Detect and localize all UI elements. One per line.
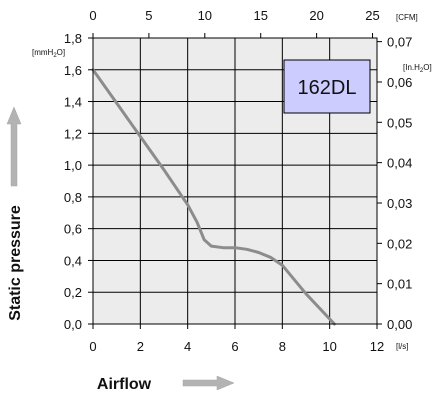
x-tick-label: 2 (137, 339, 144, 354)
model-label: 162DL (298, 77, 357, 99)
x-tick-label: 12 (370, 339, 384, 354)
x-tick-label: 6 (231, 339, 238, 354)
x-tick-label: 8 (279, 339, 286, 354)
x-unit-label: [l/s] (396, 342, 408, 351)
x-top-tick-label: 5 (145, 8, 152, 23)
y-tick-label: 1,4 (64, 95, 82, 110)
y-right-tick-label: 0,01 (387, 277, 412, 292)
x-top-tick-label: 20 (309, 8, 323, 23)
x-top-unit-label: [CFM] (396, 13, 418, 22)
y-tick-label: 1,0 (64, 158, 82, 173)
x-axis-title: Airflow (97, 376, 152, 393)
y-right-tick-label: 0,04 (387, 156, 412, 171)
y-tick-label: 1,6 (64, 63, 82, 78)
y-tick-label: 0,2 (64, 285, 82, 300)
model-label-box (283, 59, 371, 114)
x-top-tick-label: 0 (89, 8, 96, 23)
x-tick-label: 4 (184, 339, 191, 354)
y-right-tick-label: 0,06 (387, 75, 412, 90)
axis-ticks (88, 33, 382, 329)
y-axis-arrow-icon (6, 106, 22, 187)
x-top-tick-label: 10 (198, 8, 212, 23)
y-tick-label: 1,2 (64, 126, 82, 141)
y-tick-label: 0,6 (64, 222, 82, 237)
x-tick-label: 10 (322, 339, 336, 354)
y-tick-label: 0,4 (64, 253, 82, 268)
y-right-tick-label: 0,03 (387, 196, 412, 211)
y-axis-title: Static pressure (7, 205, 24, 321)
y-right-tick-label: 0,02 (387, 236, 412, 251)
x-tick-label: 0 (89, 339, 96, 354)
y-right-tick-label: 0,05 (387, 115, 412, 130)
x-top-tick-label: 25 (365, 8, 379, 23)
y-left-unit-label: [mmH2O] (32, 48, 65, 59)
y-tick-label: 0,0 (64, 317, 82, 332)
y-right-tick-label: 0,07 (387, 35, 412, 50)
tick-labels: 0 2 4 6 8 10 12 0,0 0,2 0,4 0,6 0,8 1,0 1,2 1,4 1,6 1,8 0… (64, 8, 412, 354)
performance-curve (91, 68, 336, 326)
y-tick-label: 0,8 (64, 190, 82, 205)
x-axis-arrow-icon (182, 375, 235, 391)
y-tick-label: 1,8 (64, 31, 82, 46)
y-right-unit-label: [In.H2O] (403, 63, 432, 74)
x-top-tick-label: 15 (253, 8, 267, 23)
y-right-tick-label: 0,00 (387, 317, 412, 332)
